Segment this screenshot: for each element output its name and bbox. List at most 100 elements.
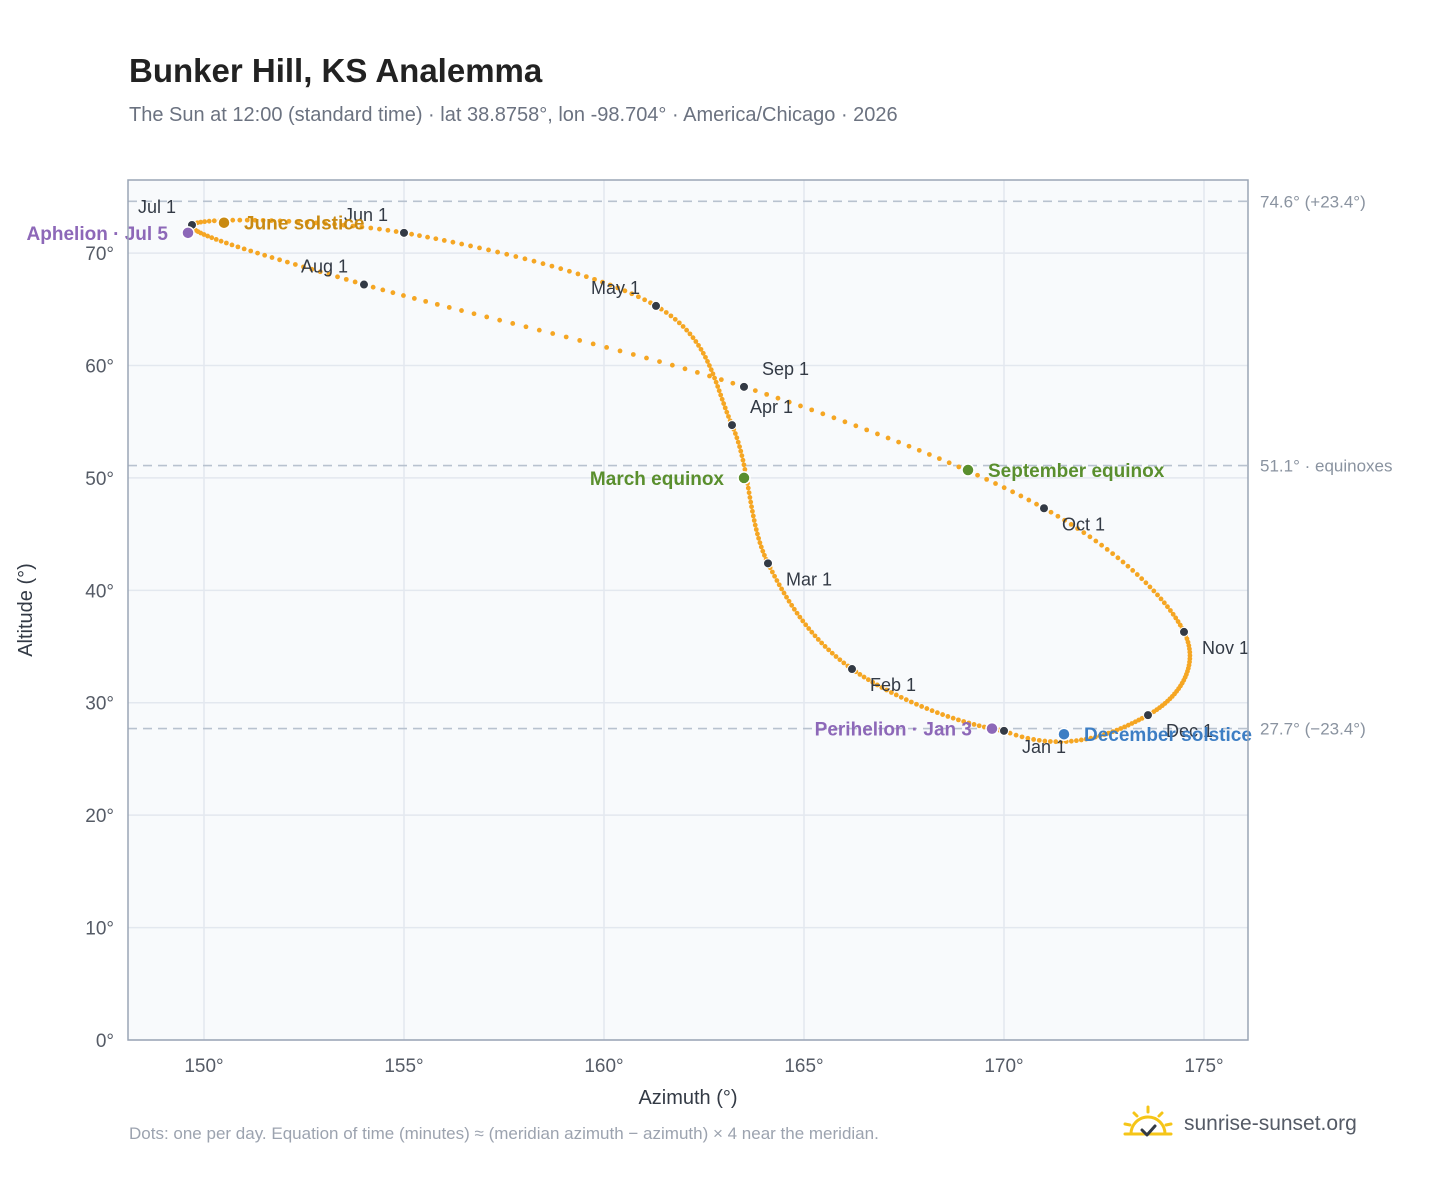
- event-marker: [181, 226, 195, 240]
- reference-line-label: 51.1° · equinoxes: [1260, 457, 1393, 476]
- daily-sun-dot: [1068, 522, 1074, 527]
- daily-sun-dot: [1114, 727, 1120, 733]
- daily-sun-dot: [390, 290, 396, 296]
- daily-sun-dot: [971, 722, 977, 727]
- axis-ticks: 150° 155° 160° 165° 170° 175° 0° 10° 20° 30° 40° 50…: [85, 244, 1223, 1077]
- daily-sun-dot: [975, 472, 980, 478]
- daily-sun-dot: [495, 249, 501, 255]
- daily-sun-dot: [434, 301, 440, 307]
- daily-sun-dot: [1161, 600, 1167, 606]
- daily-sun-dot: [784, 594, 789, 600]
- daily-sun-dot: [772, 573, 778, 579]
- daily-sun-dot: [359, 224, 365, 230]
- daily-sun-dot: [742, 467, 748, 472]
- daily-sun-dot: [433, 236, 439, 242]
- daily-sun-dot: [417, 233, 422, 239]
- daily-sun-dot: [791, 606, 797, 612]
- daily-sun-dot: [622, 288, 628, 294]
- month-marker: [651, 300, 661, 311]
- month-label: Dec 1: [1166, 721, 1213, 741]
- daily-sun-dot: [740, 457, 746, 463]
- daily-sun-dot: [809, 629, 815, 635]
- daily-sun-dot: [370, 284, 376, 290]
- daily-sun-dot: [1083, 736, 1089, 742]
- daily-sun-dot: [663, 310, 669, 315]
- daily-sun-dot: [735, 439, 741, 445]
- daily-sun-dot: [1115, 555, 1121, 561]
- chart-title: Bunker Hill, KS Analemma: [129, 52, 543, 89]
- daily-sun-dot: [908, 699, 914, 705]
- daily-sun-dot: [1110, 551, 1116, 557]
- daily-sun-dot: [738, 448, 744, 454]
- daily-sun-dot: [724, 409, 730, 415]
- daily-sun-dot: [758, 544, 764, 550]
- daily-sun-dot: [993, 481, 998, 486]
- daily-sun-dot: [644, 355, 649, 361]
- daily-sun-dot: [223, 240, 229, 246]
- month-marker: [847, 664, 857, 675]
- daily-sun-dot: [1106, 730, 1112, 736]
- daily-sun-dot: [794, 610, 800, 616]
- daily-sun-dot: [715, 384, 721, 389]
- daily-sun-dot: [745, 485, 751, 491]
- daily-sun-dot: [779, 586, 784, 592]
- daily-sun-dot: [698, 346, 704, 352]
- daily-sun-dot: [1101, 732, 1107, 737]
- daily-sun-dot: [669, 362, 675, 368]
- daily-sun-dot: [1075, 526, 1080, 531]
- daily-sun-dot: [380, 287, 386, 293]
- daily-sun-dot: [1104, 547, 1110, 552]
- daily-sun-dot: [926, 452, 932, 457]
- daily-sun-dot: [1151, 588, 1157, 594]
- daily-sun-dot: [260, 217, 266, 223]
- daily-sun-dot: [513, 254, 519, 259]
- daily-sun-dot: [269, 255, 275, 260]
- daily-sun-dot: [966, 720, 972, 726]
- daily-sun-dot: [703, 354, 708, 360]
- daily-sun-dot: [504, 251, 510, 257]
- daily-sun-dot: [1048, 509, 1054, 515]
- daily-sun-dot: [722, 405, 728, 411]
- daily-sun-dot: [893, 692, 899, 698]
- daily-sun-dot: [831, 415, 837, 421]
- daily-sun-dot: [393, 229, 399, 234]
- daily-sun-dot: [241, 246, 247, 252]
- month-marker: [999, 725, 1009, 736]
- x-tick-label: 155°: [384, 1056, 423, 1077]
- daily-sun-dot: [708, 367, 714, 373]
- daily-sun-dot: [752, 522, 758, 528]
- daily-sun-dot: [797, 614, 803, 620]
- daily-sun-dot: [857, 671, 863, 677]
- daily-sun-dot: [277, 257, 282, 263]
- daily-sun-dot: [696, 342, 701, 348]
- daily-sun-dot: [762, 552, 767, 558]
- daily-sun-dot: [230, 217, 236, 223]
- month-marker: [1039, 503, 1049, 514]
- daily-sun-dot: [668, 313, 674, 319]
- daily-sun-dot: [206, 218, 212, 224]
- daily-sun-dot: [484, 314, 490, 320]
- daily-sun-dot: [244, 217, 250, 223]
- daily-sun-dot: [549, 263, 555, 269]
- daily-sun-dot: [919, 704, 925, 709]
- event-marker: [217, 215, 231, 230]
- daily-sun-dot: [1175, 619, 1181, 624]
- daily-sun-dot: [672, 316, 678, 322]
- daily-sun-dot: [425, 234, 430, 240]
- daily-sun-dot: [1068, 738, 1074, 744]
- daily-sun-dot: [820, 411, 826, 417]
- daily-sun-dot: [914, 701, 919, 707]
- daily-sun-dot: [879, 685, 885, 690]
- daily-sun-dot: [1078, 737, 1084, 743]
- month-label: Jan 1: [1022, 737, 1066, 757]
- daily-sun-dot: [1042, 738, 1048, 744]
- daily-sun-dot: [841, 660, 847, 666]
- daily-sun-dot: [721, 401, 727, 406]
- daily-sun-dot: [255, 250, 260, 256]
- brand[interactable]: sunrise-sunset.org: [1122, 1104, 1357, 1144]
- daily-sun-dot: [531, 258, 537, 264]
- daily-sun-dot: [635, 294, 641, 300]
- daily-sun-dot: [202, 219, 208, 225]
- event-marker: [1057, 727, 1071, 741]
- daily-sun-dot: [341, 222, 347, 228]
